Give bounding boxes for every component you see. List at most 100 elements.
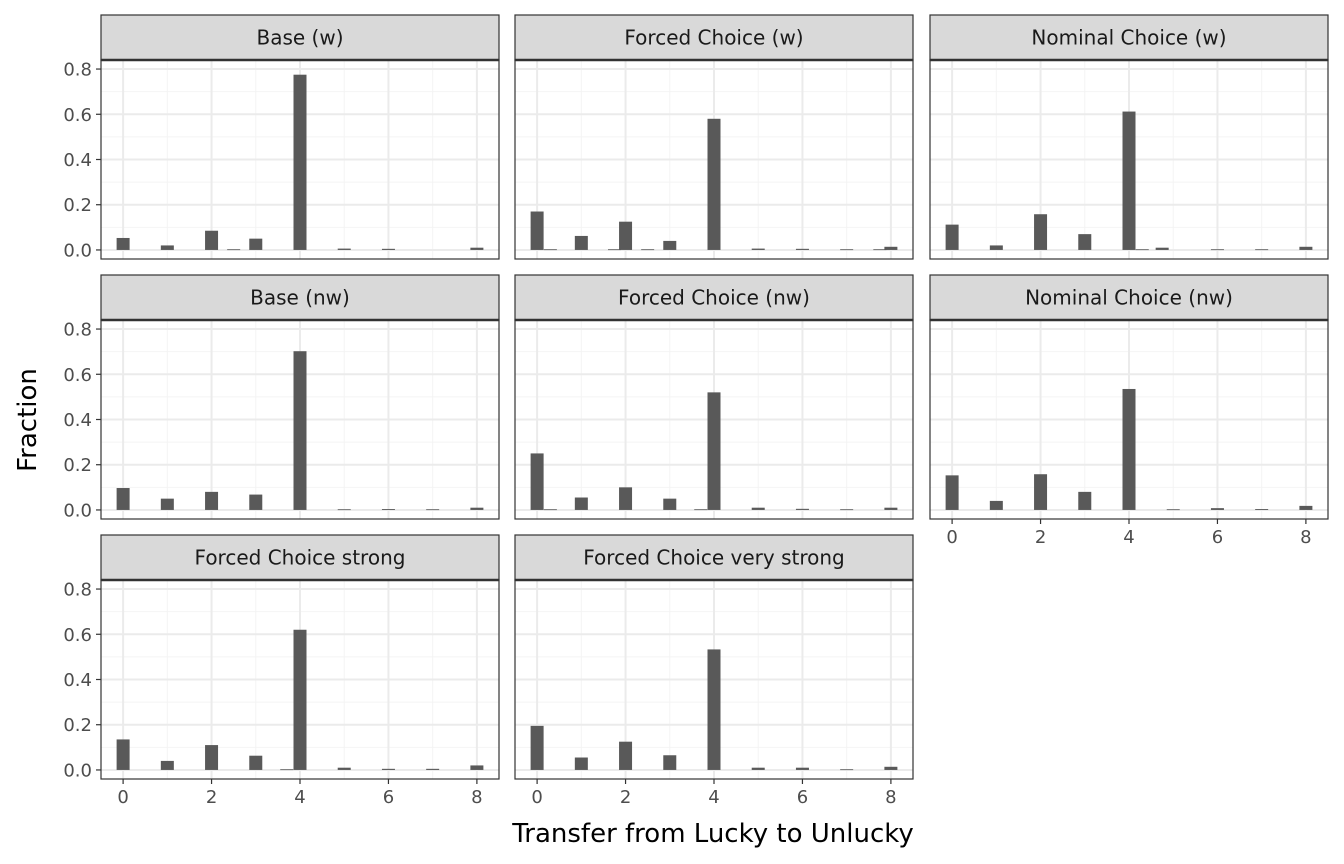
panel-border <box>514 319 914 520</box>
bar <box>205 230 219 250</box>
bar <box>530 211 544 250</box>
panel-strip <box>514 14 914 61</box>
bar <box>751 507 765 510</box>
bar <box>707 392 721 510</box>
panel-3: Nominal Choice (w) <box>929 14 1329 260</box>
bar <box>945 224 959 250</box>
bar <box>160 498 174 510</box>
bar <box>608 249 621 251</box>
panel-title: Nominal Choice (w) <box>1031 26 1226 50</box>
y-tick-label: 0.4 <box>63 670 92 691</box>
bar <box>884 766 898 770</box>
bar <box>641 249 655 251</box>
bar <box>884 246 898 250</box>
bar <box>293 351 307 510</box>
bar <box>160 760 174 770</box>
bar <box>1299 246 1313 250</box>
x-tick-label: 6 <box>1212 527 1223 548</box>
bar <box>1078 234 1092 250</box>
bar <box>381 248 395 250</box>
bar <box>116 237 130 250</box>
bar <box>543 509 557 511</box>
bar <box>337 509 351 511</box>
y-tick-label: 0.2 <box>63 195 92 216</box>
panel-title: Base (w) <box>256 26 343 50</box>
x-tick-label: 8 <box>1300 527 1311 548</box>
panel-strip <box>100 14 500 61</box>
x-tick-label: 0 <box>531 787 542 808</box>
bar <box>116 739 130 770</box>
x-tick-label: 8 <box>885 787 896 808</box>
bar <box>663 498 677 510</box>
bar <box>249 238 263 250</box>
bar <box>249 755 263 770</box>
bar <box>470 765 484 770</box>
panel-5: Forced Choice (nw) <box>514 274 914 520</box>
bar <box>873 249 887 251</box>
bar <box>619 487 633 510</box>
bar <box>293 74 307 250</box>
panel-title: Forced Choice very strong <box>583 546 844 570</box>
y-tick-label: 0.8 <box>63 580 92 601</box>
bar <box>1122 111 1136 250</box>
bar <box>574 497 588 510</box>
bar <box>751 767 765 770</box>
bar <box>293 629 307 770</box>
bar <box>1155 247 1169 250</box>
bar <box>227 249 241 251</box>
bar <box>1078 491 1092 510</box>
bar <box>249 494 263 510</box>
panels-layer: Base (w) 0.0 0.2 0.4 0.6 0.8 Forced Choice (w)… <box>63 14 1329 808</box>
panel-strip <box>100 534 500 581</box>
y-tick-label: 0.2 <box>63 455 92 476</box>
x-tick-label: 2 <box>620 787 631 808</box>
bar <box>1122 388 1136 510</box>
panel-strip <box>929 274 1329 321</box>
panel-strip <box>514 274 914 321</box>
x-tick-label: 0 <box>946 527 957 548</box>
bar <box>574 235 588 250</box>
bar <box>707 649 721 770</box>
panel-title: Forced Choice (w) <box>624 26 803 50</box>
y-tick-label: 0.0 <box>63 500 92 521</box>
panel-title: Nominal Choice (nw) <box>1025 286 1233 310</box>
panel-7: Forced Choice strong 0.0 0.2 0.4 0.6 0.8 0 2 4 6 8 <box>63 534 500 808</box>
bar <box>1255 509 1269 510</box>
panel-border <box>929 59 1329 260</box>
bar <box>1299 505 1313 510</box>
bar <box>426 509 440 511</box>
bar <box>1166 509 1180 511</box>
panel-title: Forced Choice strong <box>195 546 406 570</box>
bar <box>663 240 677 250</box>
bar <box>1210 508 1224 510</box>
bar <box>989 500 1003 510</box>
bar <box>337 248 351 250</box>
panel-2: Forced Choice (w) <box>514 14 914 260</box>
y-tick-label: 0.6 <box>63 105 92 126</box>
x-tick-label: 4 <box>708 787 719 808</box>
y-tick-label: 0.0 <box>63 240 92 261</box>
panel-strip <box>100 274 500 321</box>
bar <box>840 509 854 511</box>
panel-4: Base (nw) 0.0 0.2 0.4 0.6 0.8 <box>63 274 500 521</box>
x-tick-label: 8 <box>471 787 482 808</box>
bar <box>840 769 854 771</box>
x-tick-label: 4 <box>294 787 305 808</box>
bar <box>840 249 854 251</box>
bar <box>426 768 440 770</box>
bar <box>160 245 174 250</box>
bar <box>989 245 1003 250</box>
x-tick-label: 4 <box>1123 527 1134 548</box>
bar <box>205 745 219 770</box>
panel-title: Forced Choice (nw) <box>618 286 810 310</box>
x-tick-label: 2 <box>1035 527 1046 548</box>
bar <box>694 509 708 511</box>
bar <box>530 453 544 510</box>
panel-strip <box>514 534 914 581</box>
bar <box>1034 214 1048 250</box>
bar <box>945 475 959 510</box>
bar <box>795 508 809 510</box>
panel-6: Nominal Choice (nw) 0 2 4 6 8 <box>929 274 1329 548</box>
y-axis-title: Fraction <box>13 368 43 472</box>
